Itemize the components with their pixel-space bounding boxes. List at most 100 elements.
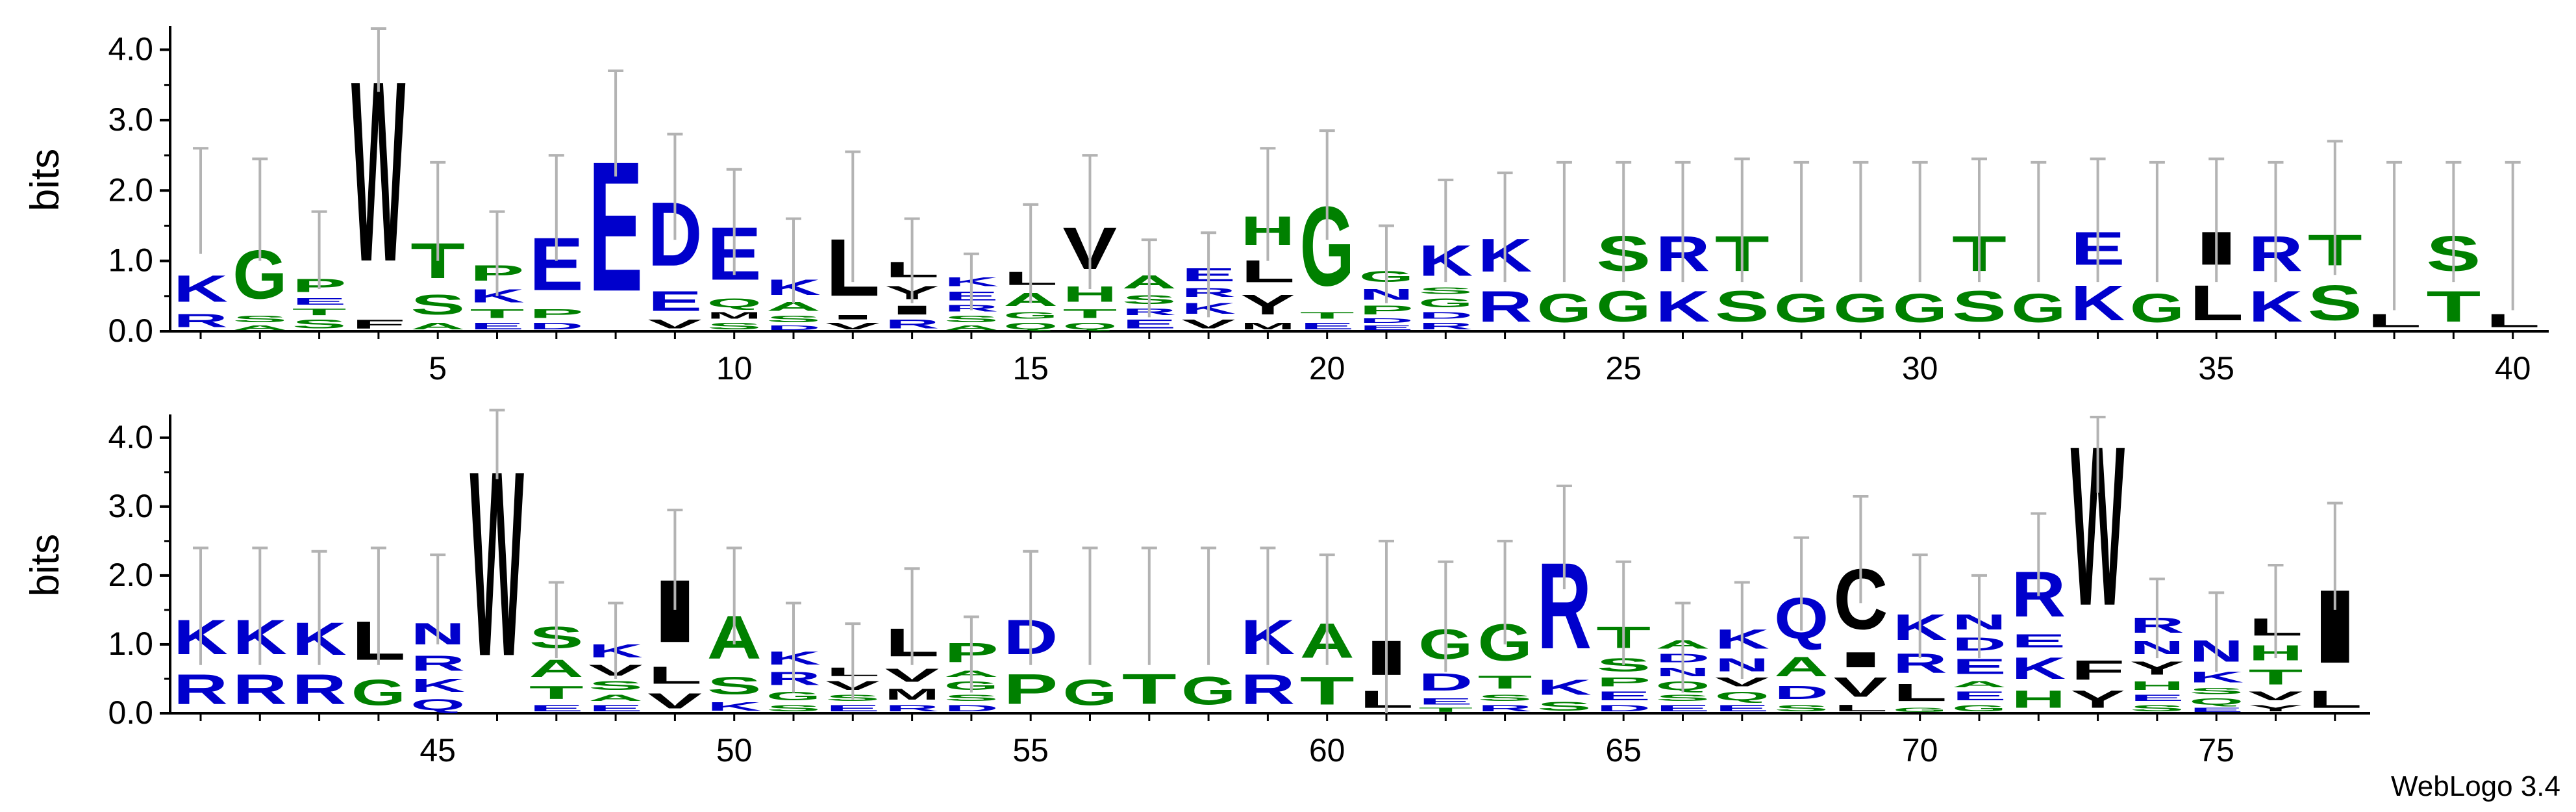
x-tick-label: 10 [716, 350, 753, 387]
logo-letter-G: G [1952, 703, 2007, 713]
logo-letter-G: G [1003, 311, 1058, 321]
logo-letter-A: A [766, 299, 821, 314]
logo-letter-A: A [1952, 679, 2007, 689]
logo-column: RK [173, 546, 228, 713]
logo-letter-T: T [292, 307, 347, 317]
logo-letter-S: S [1952, 282, 2007, 331]
logo-letter-Q: Q [1063, 321, 1118, 331]
logo-letter-G: G [766, 689, 821, 703]
logo-letter-G: G [1537, 285, 1592, 331]
logo-letter-E: E [1952, 655, 2007, 679]
logo-letter-T: T [1300, 668, 1355, 713]
y-tick-label: 4.0 [108, 419, 153, 455]
logo-letter-R: R [232, 665, 287, 713]
logo-letter-A: A [1774, 651, 1829, 682]
logo-letter-K: K [2071, 275, 2125, 331]
logo-letter-M: M [1240, 321, 1295, 331]
logo-letter-D: D [1774, 682, 1829, 703]
x-tick-label: 70 [1902, 732, 1938, 768]
logo-letter-Y: Y [1240, 289, 1295, 321]
logo-letter-D: D [766, 324, 821, 331]
logo-column: RK [232, 546, 287, 713]
logo-letter-K: K [2011, 652, 2066, 686]
logo-letter-G: G [1893, 285, 1947, 331]
x-tick-label: 45 [419, 732, 456, 768]
logo-letter-G: G [2130, 285, 2184, 331]
logo-column: EDPNG [1359, 224, 1414, 331]
logo-letter-L: L [2308, 686, 2362, 713]
logo-letter-R: R [410, 652, 465, 676]
logo-column: AST [410, 160, 465, 331]
logo-letter-V: V [647, 689, 702, 713]
logo-column: KR [1656, 160, 1710, 331]
logo-letter-S: S [2308, 275, 2362, 331]
logo-letter-L: L [2367, 311, 2421, 331]
logo-column: G [2011, 160, 2066, 331]
logo-column: YFW [2071, 400, 2125, 713]
logo-letter-T: T [529, 682, 584, 703]
logo-letter-S: S [1418, 286, 1473, 296]
logo-column: EASVK [588, 602, 643, 713]
logo-letter-Y: Y [2130, 658, 2184, 679]
logo-letter-V: V [1833, 672, 1888, 703]
logo-letter-Y: Y [2249, 703, 2303, 713]
x-tick-label: 50 [716, 732, 753, 768]
logo-letter-M: M [885, 686, 940, 704]
logo-letter-G: G [2011, 285, 2066, 331]
logo-letter-A: A [588, 692, 643, 703]
logo-letter-T: T [1478, 672, 1532, 692]
logo-column: RK [173, 147, 228, 331]
logo-column: SGRK [766, 602, 821, 713]
logo-column: PD [1003, 550, 1058, 713]
logo-letter-P: P [1359, 303, 1414, 318]
logo-column: DPE [529, 154, 584, 331]
logo-letter-E: E [1300, 321, 1355, 331]
logo-column: G [1537, 160, 1592, 331]
logo-column: ASREK [944, 252, 999, 331]
y-tick-label: 0.0 [108, 694, 153, 731]
logo-letter-P: P [529, 307, 584, 321]
logo-letter-G: G [1893, 707, 1947, 714]
logo-letter-R: R [1418, 321, 1473, 331]
logo-letter-E: E [1656, 703, 1710, 713]
logo-column: VLI [647, 509, 702, 713]
logo-column: RK [1478, 171, 1532, 331]
logo-letter-A: A [410, 321, 465, 331]
logo-letter-G: G [1418, 296, 1473, 310]
x-tick-label: 65 [1605, 732, 1642, 768]
y-axis-label: bits [23, 534, 68, 596]
logo-letter-L: L [647, 662, 702, 689]
logo-letter-Q: Q [410, 696, 465, 713]
logo-letter-E: E [1596, 689, 1651, 703]
logo-column: GS [1596, 160, 1651, 331]
logo-column: SKR [1537, 485, 1592, 713]
logo-column: KSA [707, 546, 762, 713]
logo-letter-S: S [1478, 692, 1532, 703]
logo-letter-Q: Q [707, 296, 762, 310]
logo-column: RK [1240, 546, 1295, 713]
logo-letter-K: K [1656, 283, 1710, 331]
logo-letter-R: R [173, 310, 228, 331]
logo-column: TS [2426, 160, 2481, 331]
logo-column: ST [2308, 140, 2362, 331]
x-tick-label: 5 [429, 350, 447, 387]
logo-letter-S: S [1537, 700, 1592, 713]
logo-column: W [470, 409, 525, 711]
logo-column: DSGAP [944, 615, 999, 713]
logo-column: ERSA [1122, 238, 1177, 331]
logo-letter-E: E [2011, 631, 2066, 652]
logo-column: G [1181, 546, 1236, 713]
logo-letter-V: V [1181, 317, 1236, 331]
logo-letter-E: E [1952, 689, 2007, 703]
logo-letter-V: V [1715, 676, 1769, 689]
x-tick-label: 35 [2198, 350, 2234, 387]
